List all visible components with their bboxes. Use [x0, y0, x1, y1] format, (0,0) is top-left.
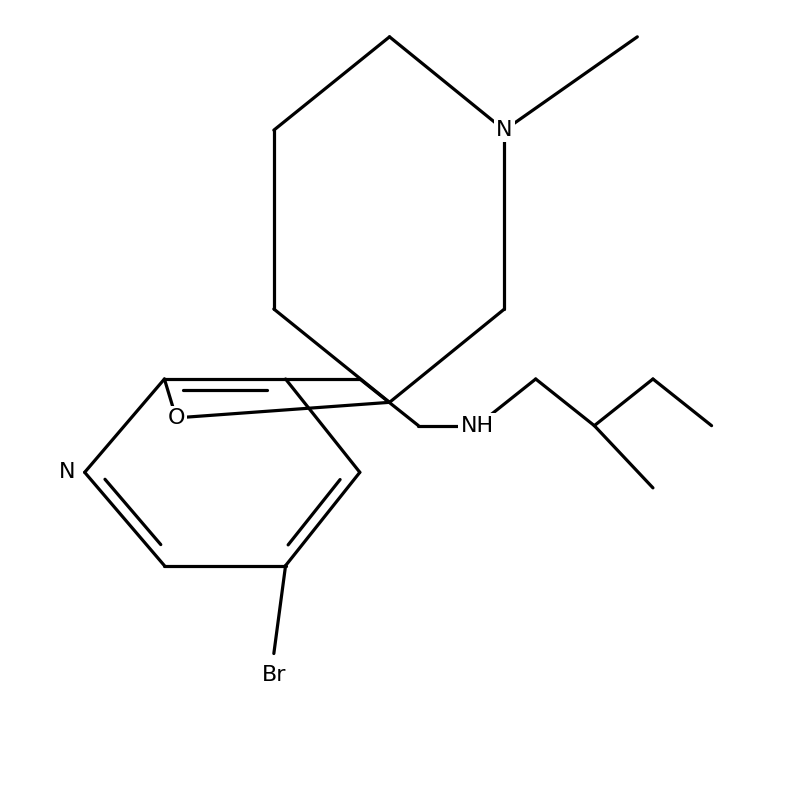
Text: Br: Br	[261, 665, 286, 685]
Text: N: N	[496, 120, 513, 140]
Text: O: O	[167, 408, 185, 428]
Text: NH: NH	[461, 416, 494, 435]
Text: N: N	[58, 462, 75, 483]
